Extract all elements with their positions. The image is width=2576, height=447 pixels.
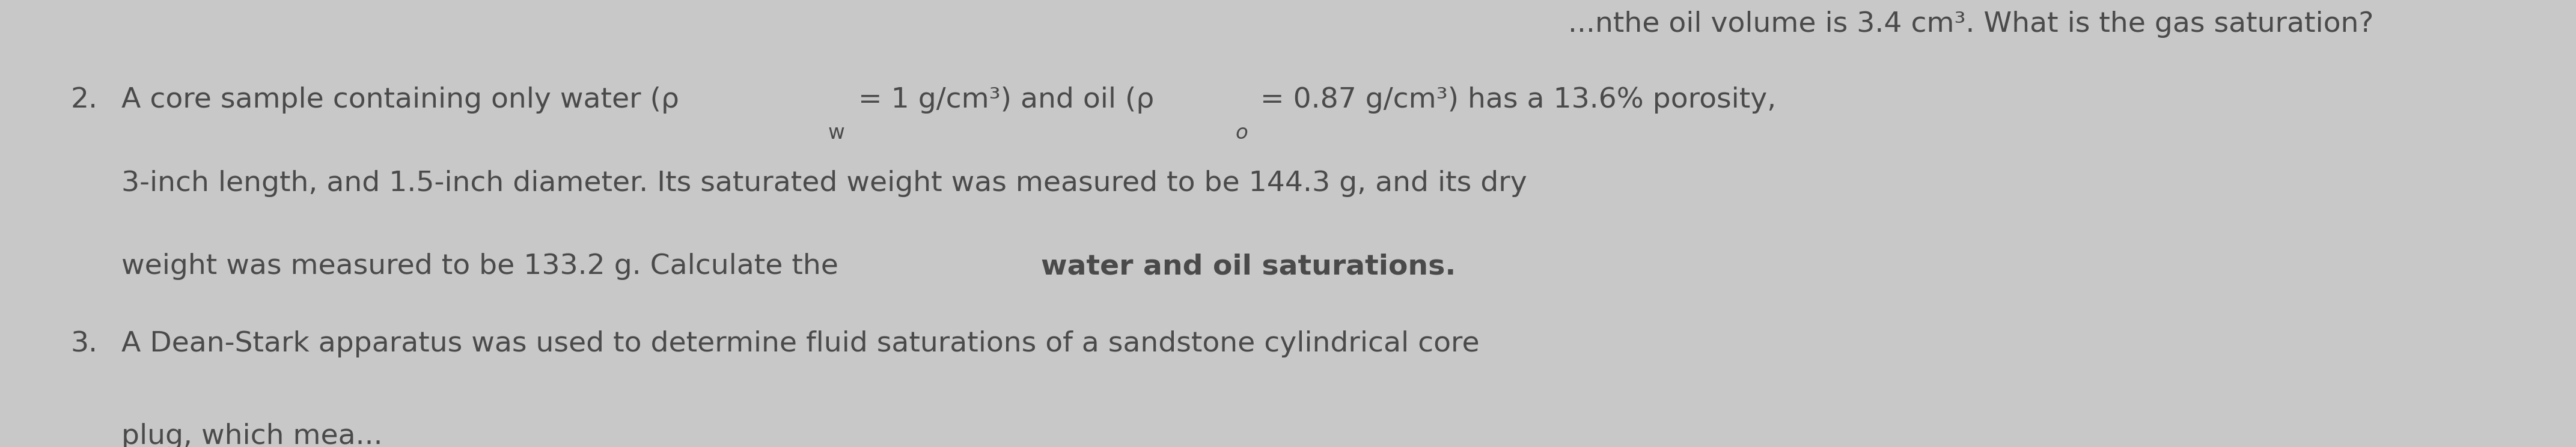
Text: = 1 g/cm³) and oil (ρ: = 1 g/cm³) and oil (ρ (850, 87, 1154, 114)
Text: 3.: 3. (70, 331, 98, 358)
Text: = 0.87 g/cm³) has a 13.6% porosity,: = 0.87 g/cm³) has a 13.6% porosity, (1252, 87, 1775, 114)
Text: water and oil saturations.: water and oil saturations. (1041, 253, 1455, 280)
Text: A Dean-Stark apparatus was used to determine fluid saturations of a sandstone cy: A Dean-Stark apparatus was used to deter… (121, 331, 1479, 358)
Text: o: o (1236, 123, 1247, 143)
Text: plug, which mea...: plug, which mea... (121, 423, 384, 447)
Text: 3-inch length, and 1.5-inch diameter. Its saturated weight was measured to be 14: 3-inch length, and 1.5-inch diameter. It… (121, 170, 1528, 197)
Text: ...nthe oil volume is 3.4 cm³. What is the gas saturation?: ...nthe oil volume is 3.4 cm³. What is t… (1569, 11, 2372, 38)
Text: w: w (827, 123, 845, 143)
Text: 2.: 2. (70, 87, 98, 114)
Text: A core sample containing only water (ρ: A core sample containing only water (ρ (121, 87, 680, 114)
Text: weight was measured to be 133.2 g. Calculate the: weight was measured to be 133.2 g. Calcu… (121, 253, 848, 280)
